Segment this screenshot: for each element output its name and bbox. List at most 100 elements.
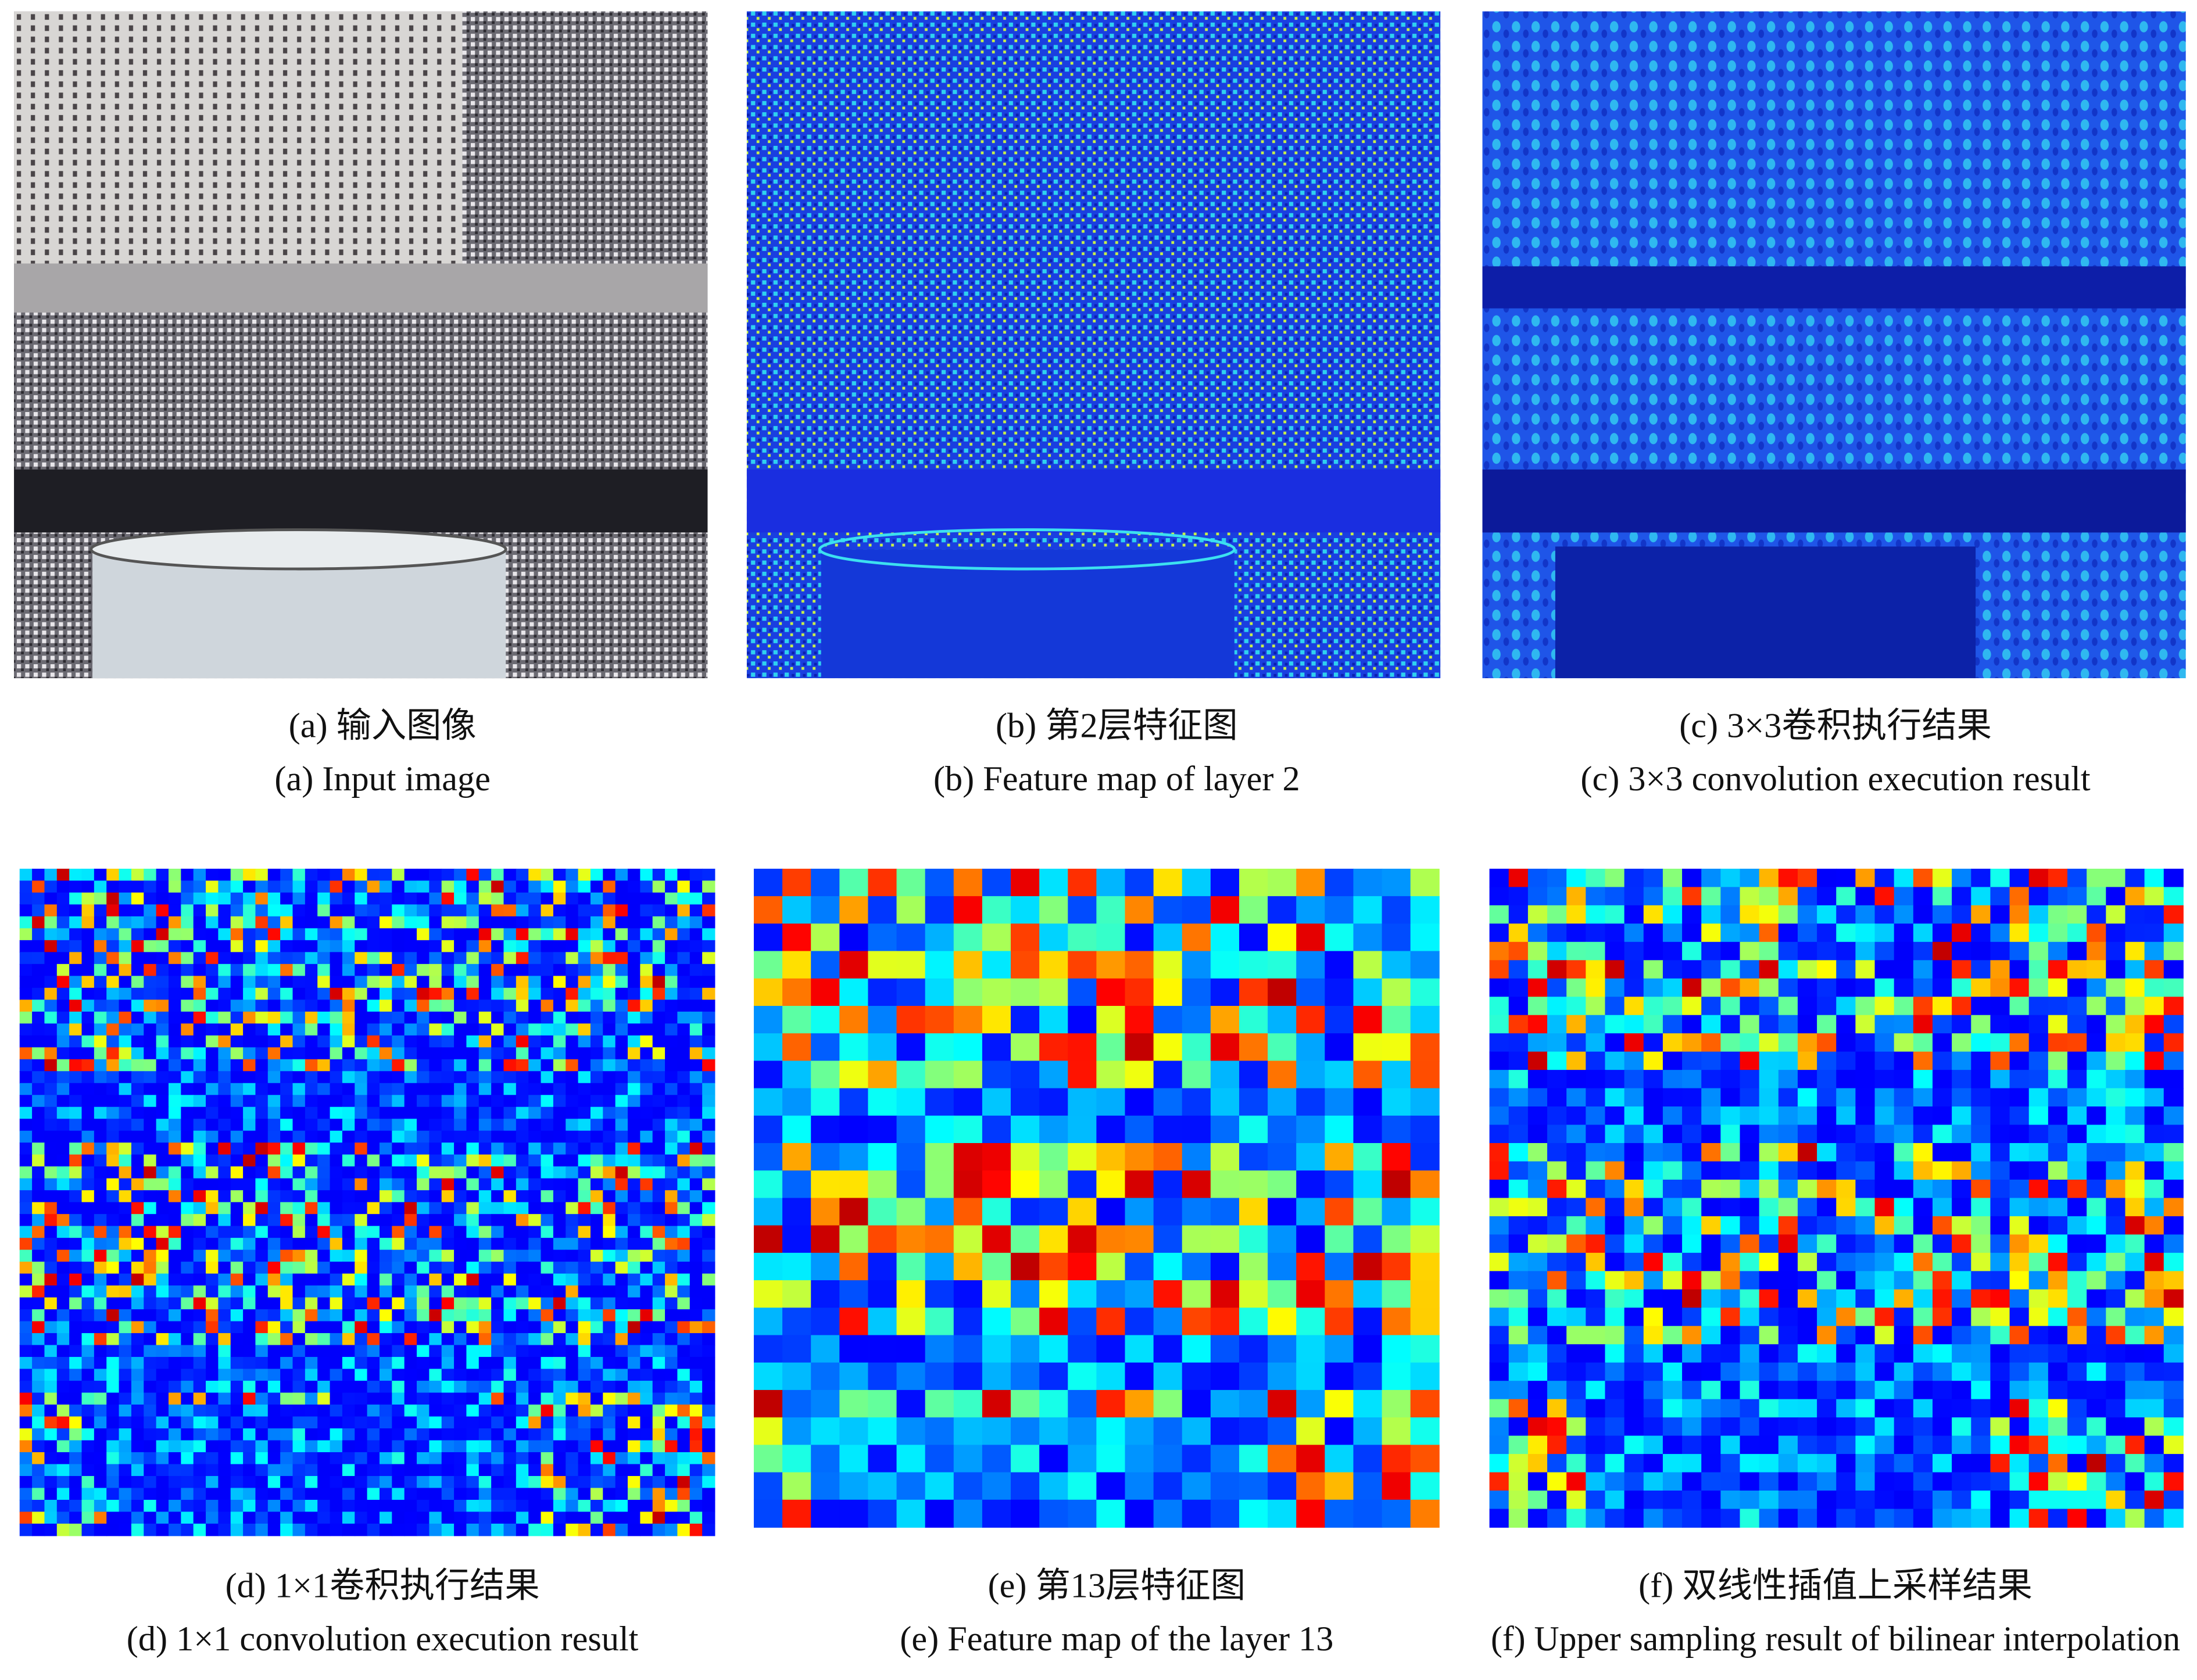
pixel: [603, 987, 616, 1001]
pixel: [131, 1095, 145, 1108]
pixel: [69, 1309, 83, 1322]
pixel: [69, 1262, 83, 1274]
pixel: [292, 1059, 306, 1072]
pixel: [491, 1238, 504, 1251]
pixel: [1682, 1088, 1702, 1108]
pixel: [156, 1178, 169, 1191]
pixel: [1913, 1435, 1933, 1455]
pixel: [640, 1011, 653, 1025]
pixel: [1508, 1070, 1529, 1089]
bilinear-upsampling-result: [1489, 868, 2184, 1528]
pixel: [44, 1000, 58, 1012]
pixel: [367, 1130, 380, 1144]
pixel: [106, 1119, 120, 1131]
pixel: [181, 1333, 194, 1346]
pixel: [404, 1023, 417, 1036]
pixel: [94, 1190, 108, 1203]
pixel: [1701, 1179, 1722, 1199]
pixel: [69, 892, 83, 905]
pixel: [640, 1273, 653, 1287]
pixel: [578, 1106, 591, 1120]
pixel: [782, 896, 812, 925]
pixel: [230, 1178, 244, 1191]
pixel: [1682, 1216, 1702, 1235]
pixel: [1740, 1509, 1760, 1528]
pixel: [81, 1309, 95, 1322]
pixel: [1740, 1198, 1760, 1217]
pixel: [503, 928, 517, 941]
pixel: [2106, 1143, 2126, 1162]
pixel: [925, 1252, 954, 1281]
pixel: [466, 1023, 480, 1036]
pixel: [491, 963, 504, 977]
pixel: [404, 916, 417, 929]
pixel: [379, 1023, 393, 1036]
pixel: [392, 1511, 405, 1524]
pixel: [1547, 1106, 1568, 1126]
pixel: [1778, 1015, 1798, 1034]
pixel: [280, 1452, 294, 1465]
pixel: [206, 1321, 219, 1334]
pixel: [478, 1475, 492, 1489]
pixel: [1759, 868, 1779, 888]
pixel: [1268, 1170, 1297, 1199]
pixel: [417, 1488, 430, 1500]
pixel: [953, 868, 983, 897]
pixel: [81, 940, 95, 953]
pixel: [131, 1238, 145, 1251]
pixel: [503, 1035, 517, 1048]
pixel: [206, 1416, 219, 1429]
pixel: [255, 1321, 269, 1334]
pixel: [1586, 1070, 1606, 1089]
pixel: [1011, 1280, 1040, 1309]
pixel: [330, 940, 343, 953]
pixel: [392, 987, 405, 1001]
pixel: [280, 1405, 294, 1417]
pixel: [1836, 1179, 1856, 1199]
pixel: [566, 1249, 579, 1263]
pixel: [156, 880, 169, 893]
pixel: [330, 1369, 343, 1381]
pixel: [1508, 1198, 1529, 1217]
pixel: [392, 1416, 405, 1429]
pixel: [131, 1369, 145, 1381]
pixel: [953, 978, 983, 1006]
pixel: [292, 976, 306, 988]
pixel: [1296, 923, 1326, 952]
pixel: [553, 928, 567, 941]
pixel: [19, 952, 33, 965]
pixel: [32, 1464, 45, 1477]
pixel: [355, 1511, 368, 1524]
pixel: [267, 1523, 281, 1536]
pixel: [578, 1285, 591, 1298]
pixel: [454, 1249, 467, 1263]
pixel: [839, 1198, 869, 1226]
pixel: [1797, 905, 1818, 925]
pixel: [2144, 1491, 2164, 1510]
pixel: [2144, 887, 2164, 906]
pixel: [243, 1381, 256, 1394]
pixel: [144, 1285, 157, 1298]
pixel: [2087, 1326, 2107, 1345]
pixel: [541, 1369, 554, 1381]
pixel: [590, 1214, 604, 1227]
pixel: [1268, 1280, 1297, 1309]
pixel: [255, 1333, 269, 1346]
pixel: [230, 1273, 244, 1287]
pixel: [1894, 941, 1914, 961]
pixel: [255, 1464, 269, 1477]
pixel: [131, 1321, 145, 1334]
pixel: [615, 1321, 628, 1334]
pixel: [553, 952, 567, 965]
pixel: [503, 1273, 517, 1287]
pixel: [218, 928, 231, 941]
pixel: [131, 1273, 145, 1287]
pixel: [2067, 1271, 2088, 1290]
pixel: [640, 1262, 653, 1274]
pixel: [1624, 1216, 1644, 1235]
pixel: [181, 1142, 194, 1155]
pixel: [1153, 978, 1183, 1006]
pixel: [925, 1198, 954, 1226]
pixel: [2144, 941, 2164, 961]
pixel: [603, 1392, 616, 1405]
